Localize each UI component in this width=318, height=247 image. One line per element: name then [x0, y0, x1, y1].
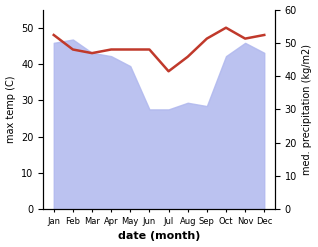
Y-axis label: max temp (C): max temp (C)	[5, 76, 16, 143]
X-axis label: date (month): date (month)	[118, 231, 200, 242]
Y-axis label: med. precipitation (kg/m2): med. precipitation (kg/m2)	[302, 44, 313, 175]
